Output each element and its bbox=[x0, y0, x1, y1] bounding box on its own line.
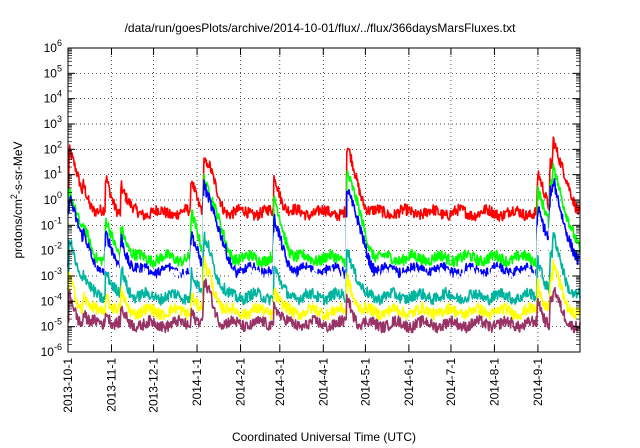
x-tick-label: 2014-7-1 bbox=[444, 358, 458, 406]
y-tick-label: 102 bbox=[44, 139, 62, 156]
y-tick-label: 104 bbox=[44, 89, 62, 106]
x-tick-label: 2014-6-1 bbox=[402, 358, 416, 406]
y-tick-label: 101 bbox=[44, 165, 62, 182]
series-line bbox=[67, 278, 581, 334]
y-tick-label: 103 bbox=[44, 114, 62, 131]
x-tick-label: 2014-4-1 bbox=[316, 358, 330, 406]
x-tick-label: 2014-8-1 bbox=[487, 358, 501, 406]
series-line bbox=[67, 195, 581, 286]
y-tick-label: 106 bbox=[44, 38, 62, 55]
x-tick-label: 2014-9-1 bbox=[531, 358, 545, 406]
x-tick-label: 2014-2-1 bbox=[234, 358, 248, 406]
series-line bbox=[67, 231, 581, 306]
series-line bbox=[67, 136, 581, 222]
y-tick-label: 105 bbox=[44, 63, 62, 80]
y-tick-label: 10-1 bbox=[41, 215, 62, 232]
axis-ticks: 10-6 10-5 10-4 10-3 10-2 10-1 100 101 102 103 104 1… bbox=[41, 38, 580, 413]
x-tick-label: 2014-5-1 bbox=[358, 358, 372, 406]
series-lines bbox=[67, 136, 581, 334]
y-axis-label: protons/cm2-s-sr-MeV bbox=[9, 141, 25, 258]
x-axis-label: Coordinated Universal Time (UTC) bbox=[231, 430, 417, 444]
x-tick-label: 2014-1-1 bbox=[190, 358, 204, 406]
x-tick-label: 2013-12-1 bbox=[147, 358, 161, 413]
series-line bbox=[67, 162, 581, 268]
y-tick-label: 10-5 bbox=[41, 317, 62, 334]
x-tick-label: 2014-3-1 bbox=[273, 358, 287, 406]
y-tick-label: 10-6 bbox=[41, 342, 62, 359]
x-tick-label: 2013-10-1 bbox=[61, 358, 75, 413]
y-tick-label: 10-2 bbox=[41, 241, 62, 258]
y-tick-label: 10-3 bbox=[41, 266, 62, 283]
x-tick-label: 2013-11-1 bbox=[104, 358, 118, 412]
y-tick-label: 100 bbox=[44, 190, 62, 207]
y-tick-label: 10-4 bbox=[41, 291, 62, 308]
series-line bbox=[67, 256, 581, 321]
chart-title: /data/run/goesPlots/archive/2014-10-01/f… bbox=[124, 21, 516, 35]
